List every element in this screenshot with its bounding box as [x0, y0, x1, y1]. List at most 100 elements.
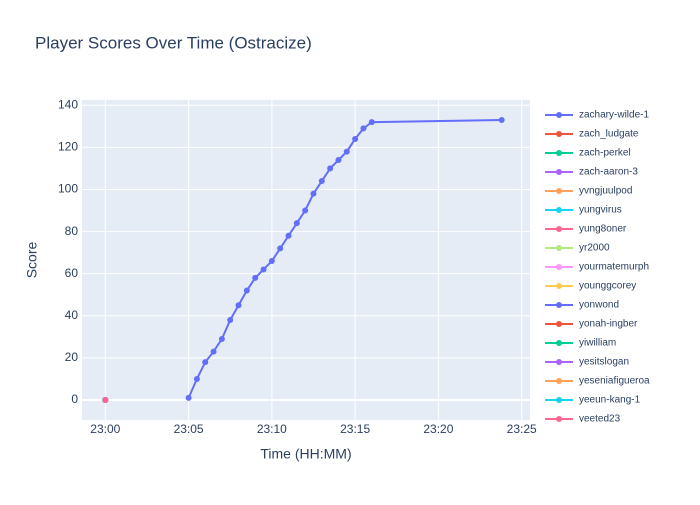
legend-item[interactable]: zach-aaron-3: [545, 167, 638, 178]
legend-item[interactable]: yeeun-kang-1: [545, 395, 641, 406]
legend-item[interactable]: yesitslogan: [545, 357, 629, 368]
legend-item[interactable]: yourmatemurph: [545, 262, 649, 273]
series-marker: [498, 117, 505, 123]
series-marker: [252, 274, 259, 281]
plot-area: [102, 117, 505, 403]
x-tick-label: 23:05: [174, 422, 204, 436]
series-marker: [227, 317, 234, 323]
series-marker: [210, 348, 217, 355]
y-tick-label: 140: [58, 97, 78, 111]
series-marker: [185, 394, 192, 401]
legend-swatch-marker: [556, 302, 562, 308]
series-marker: [235, 302, 242, 309]
x-axis-label: Time (HH:MM): [260, 446, 351, 462]
series-marker: [302, 207, 309, 214]
legend-item[interactable]: yungvirus: [545, 205, 622, 216]
legend-label: zachary-wilde-1: [579, 110, 649, 121]
legend-label: zach_ludgate: [579, 129, 639, 140]
legend-label: yeeun-kang-1: [579, 395, 641, 406]
legend-swatch-marker: [556, 245, 562, 251]
legend-item[interactable]: zach_ludgate: [545, 129, 639, 140]
series-marker: [285, 232, 292, 239]
series-marker: [352, 135, 359, 142]
series-marker: [202, 359, 209, 366]
x-tick-label: 23:25: [507, 422, 537, 436]
chart-title: Player Scores Over Time (Ostracize): [35, 33, 312, 52]
legend-label: yesitslogan: [579, 357, 629, 368]
legend-label: yeeted23: [579, 414, 621, 425]
legend-label: zach-aaron-3: [579, 167, 638, 178]
series-marker: [243, 287, 250, 294]
series-marker: [293, 220, 300, 227]
legend-label: yonwond: [579, 300, 619, 311]
series-marker: [218, 335, 225, 342]
series-marker: [102, 397, 109, 403]
y-tick-label: 120: [58, 140, 78, 154]
legend-swatch-marker: [556, 283, 562, 289]
legend-item[interactable]: yr2000: [545, 243, 610, 254]
grid: [82, 100, 530, 420]
series-marker: [368, 119, 375, 126]
legend-label: yeseniafigueroa: [579, 376, 650, 387]
legend-label: yourmatemurph: [579, 262, 649, 273]
legend-label: yung8oner: [579, 224, 627, 235]
legend-swatch-marker: [556, 169, 562, 175]
legend-swatch-marker: [556, 131, 562, 137]
legend-label: younggcorey: [579, 281, 636, 292]
x-tick-label: 23:10: [257, 422, 287, 436]
x-tick-label: 23:00: [90, 422, 120, 436]
legend-label: yungvirus: [579, 205, 622, 216]
legend-swatch-marker: [556, 416, 562, 422]
legend-swatch-marker: [556, 378, 562, 384]
series-marker: [310, 190, 317, 197]
y-tick-label: 60: [65, 266, 79, 280]
y-tick-label: 0: [71, 392, 78, 406]
legend-item[interactable]: zachary-wilde-1: [545, 110, 649, 121]
legend-swatch-marker: [556, 207, 562, 213]
legend-label: yr2000: [579, 243, 610, 254]
x-tick-label: 23:20: [423, 422, 453, 436]
series-marker: [318, 178, 325, 185]
legend-item[interactable]: younggcorey: [545, 281, 636, 292]
legend-item[interactable]: yeeted23: [545, 414, 621, 425]
y-tick-label: 20: [65, 350, 79, 364]
series-marker: [327, 165, 334, 172]
axes: 0 20 40 60 80 100 120 140 23:00 23:05 23:10 23:15 23…: [58, 97, 537, 436]
y-tick-label: 100: [58, 182, 78, 196]
y-axis-label: Score: [24, 242, 40, 279]
series-marker: [260, 266, 267, 273]
legend-item[interactable]: yonwond: [545, 300, 619, 311]
legend: zachary-wilde-1 zach_ludgate zach-perkel za…: [545, 110, 650, 425]
series-marker: [335, 157, 342, 163]
legend-swatch-marker: [556, 188, 562, 194]
y-tick-label: 40: [65, 308, 79, 322]
series-marker: [360, 125, 367, 132]
legend-item[interactable]: yonah-ingber: [545, 319, 638, 330]
series-marker: [193, 375, 200, 382]
legend-label: zach-perkel: [579, 148, 631, 159]
legend-swatch-marker: [556, 359, 562, 365]
series-marker: [343, 148, 350, 155]
legend-item[interactable]: yvngjuulpod: [545, 186, 632, 197]
legend-swatch-marker: [556, 321, 562, 327]
legend-item[interactable]: yeseniafigueroa: [545, 376, 650, 387]
legend-swatch-marker: [556, 264, 562, 270]
legend-label: yiwilliam: [579, 338, 616, 349]
legend-swatch-marker: [556, 150, 562, 156]
legend-swatch-marker: [556, 226, 562, 232]
y-tick-label: 80: [65, 224, 79, 238]
legend-swatch-marker: [556, 340, 562, 346]
legend-item[interactable]: yung8oner: [545, 224, 627, 235]
legend-label: yonah-ingber: [579, 319, 638, 330]
series-marker: [277, 245, 284, 252]
x-tick-label: 23:15: [340, 422, 370, 436]
legend-swatch-marker: [556, 397, 562, 403]
series-marker: [268, 258, 275, 265]
legend-item[interactable]: yiwilliam: [545, 338, 616, 349]
legend-label: yvngjuulpod: [579, 186, 632, 197]
plot-background: [82, 100, 530, 420]
legend-swatch-marker: [556, 112, 562, 118]
legend-item[interactable]: zach-perkel: [545, 148, 631, 159]
